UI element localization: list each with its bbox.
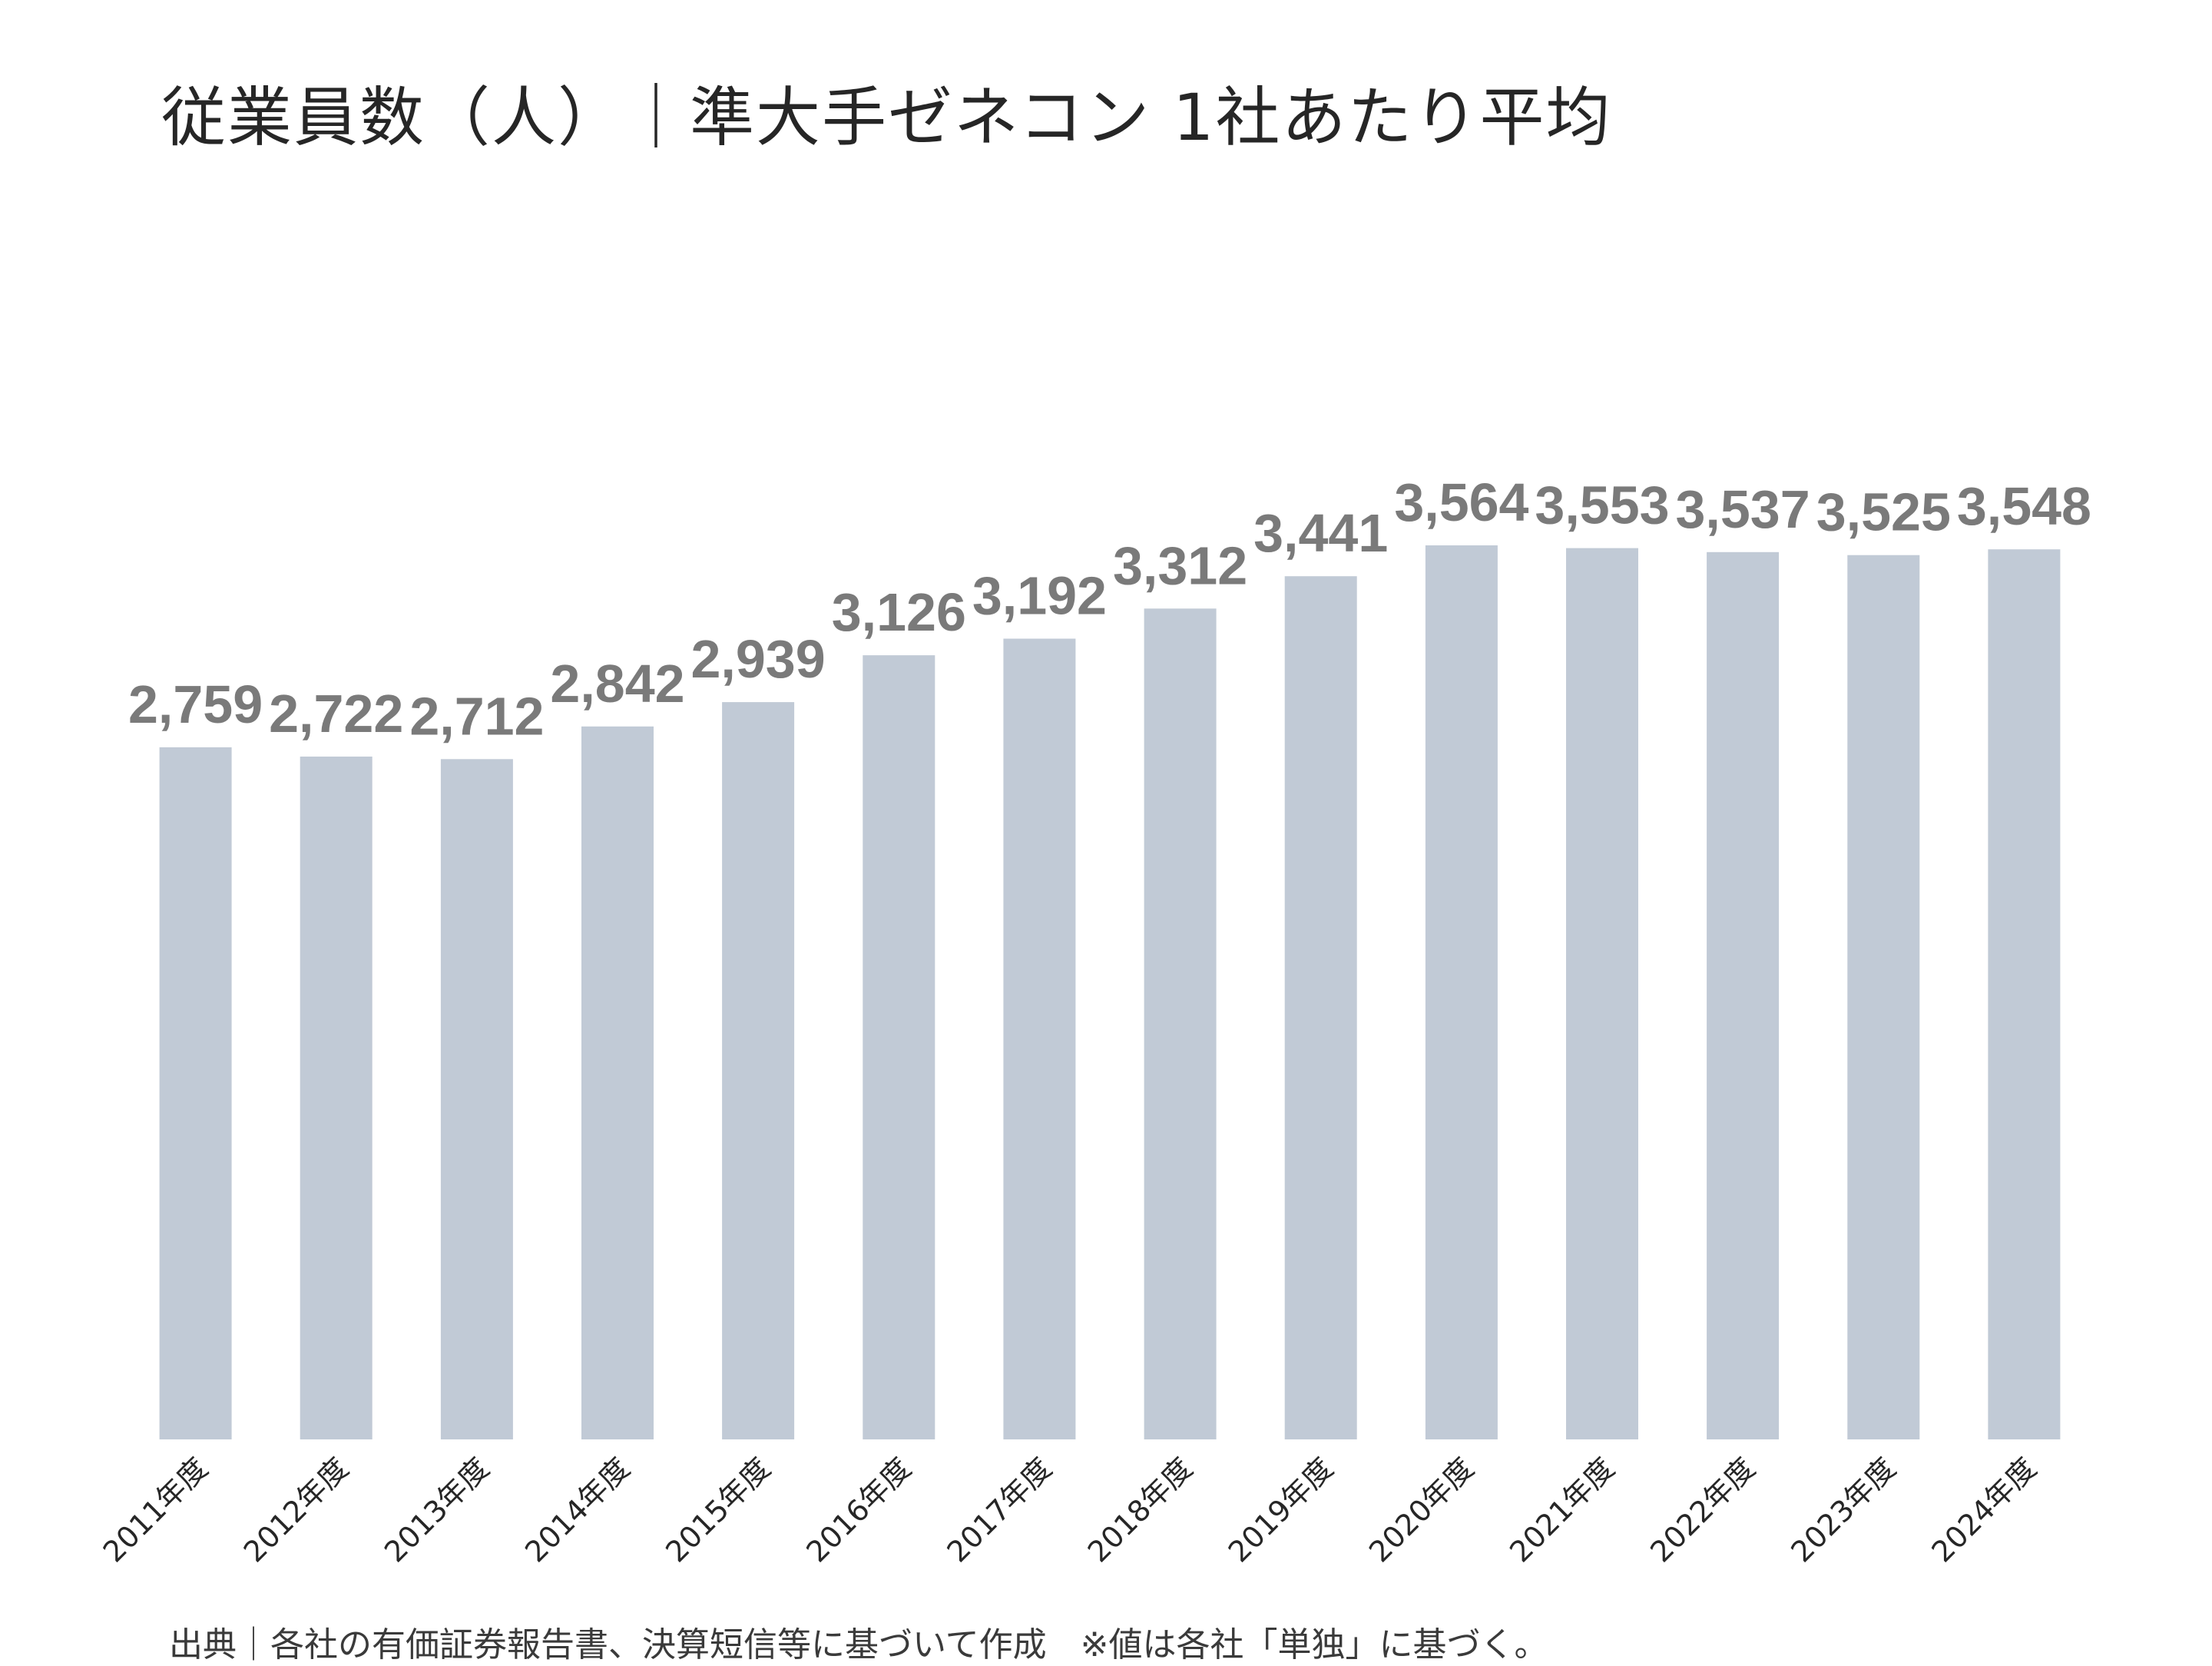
x-tick-label: 2016年度 — [800, 1451, 917, 1568]
bar-2013年度 — [440, 759, 513, 1439]
data-label-2020年度: 3,564 — [1394, 472, 1528, 532]
data-label-2012年度: 2,722 — [269, 684, 403, 744]
data-label-2022年度: 3,537 — [1676, 479, 1810, 539]
bars-group — [159, 545, 2061, 1440]
bar-2016年度 — [863, 655, 935, 1439]
data-label-2017年度: 3,192 — [972, 566, 1107, 626]
data-label-2015年度: 2,939 — [691, 629, 826, 689]
chart-title: 従業員数（人）｜準大手ゼネコン 1社あたり平均 — [161, 80, 1612, 155]
data-label-2016年度: 3,126 — [832, 582, 966, 642]
bar-2017年度 — [1003, 638, 1076, 1439]
bar-2022年度 — [1707, 551, 1780, 1439]
bar-2019年度 — [1284, 576, 1357, 1440]
data-label-2019年度: 3,441 — [1253, 503, 1388, 563]
x-tick-label: 2024年度 — [1926, 1451, 2043, 1568]
bar-2018年度 — [1144, 608, 1217, 1439]
bar-2015年度 — [722, 702, 795, 1439]
x-tick-label: 2023年度 — [1784, 1451, 1902, 1568]
x-tick-label: 2017年度 — [941, 1451, 1058, 1568]
x-tick-label: 2011年度 — [97, 1451, 214, 1568]
data-label-2013年度: 2,712 — [409, 686, 544, 746]
bar-2024年度 — [1988, 549, 2061, 1440]
data-label-2011年度: 2,759 — [128, 674, 263, 734]
x-tick-label: 2015年度 — [659, 1451, 777, 1568]
bar-2014年度 — [581, 726, 654, 1439]
x-tick-label: 2020年度 — [1363, 1451, 1480, 1568]
bar-2021年度 — [1566, 548, 1638, 1439]
bar-2023年度 — [1847, 555, 1920, 1440]
data-label-2023年度: 3,525 — [1816, 482, 1951, 542]
x-tick-label: 2012年度 — [237, 1451, 355, 1568]
bar-2012年度 — [300, 757, 373, 1439]
source-note: 出典｜各社の有価証券報告書、決算短信等に基づいて作成 ※値は各社「単独」に基づく… — [169, 1625, 1548, 1664]
x-tick-label: 2021年度 — [1503, 1451, 1621, 1568]
x-tick-label: 2013年度 — [378, 1451, 495, 1568]
x-tick-label: 2022年度 — [1644, 1451, 1761, 1568]
x-tick-label: 2014年度 — [518, 1451, 636, 1568]
x-tick-label: 2019年度 — [1222, 1451, 1339, 1568]
x-axis-tick-labels: 2011年度 2012年度 2013年度 2014年度 2015年度 2016年度 2017… — [97, 1451, 2043, 1568]
x-tick-label: 2018年度 — [1081, 1451, 1199, 1568]
data-label-2021年度: 3,553 — [1535, 475, 1669, 535]
data-label-2024年度: 3,548 — [1957, 476, 2091, 536]
bar-2011年度 — [159, 747, 232, 1439]
data-label-2014年度: 2,842 — [550, 654, 684, 714]
data-label-2018年度: 3,312 — [1113, 535, 1247, 595]
bar-2020年度 — [1425, 545, 1498, 1439]
